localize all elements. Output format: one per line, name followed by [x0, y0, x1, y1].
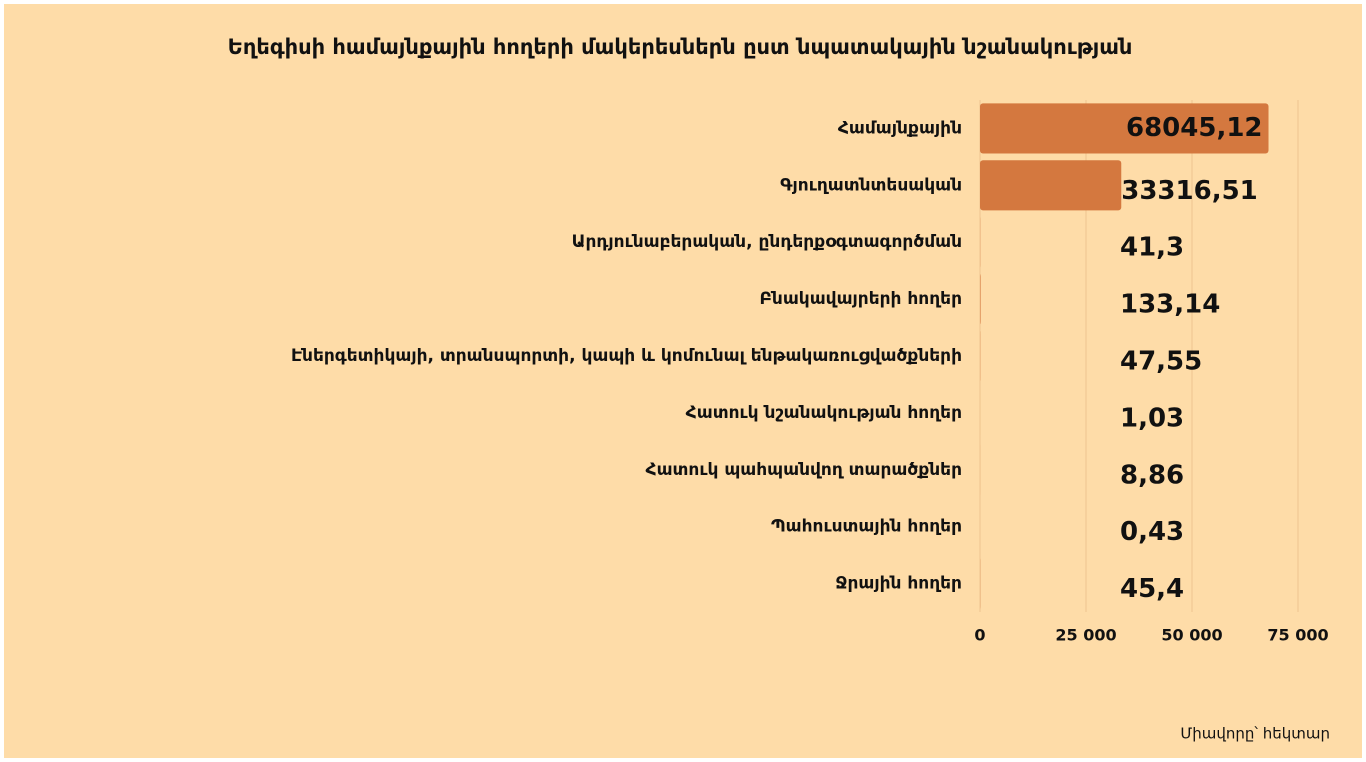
value-label: 45,4	[1120, 574, 1184, 604]
y-tick-label: Գյուղատնտեսական	[780, 175, 962, 195]
y-tick-label: Համայնքային	[838, 118, 962, 138]
y-tick-label: Ջրային հողեր	[835, 574, 962, 594]
value-label: 47,55	[1120, 347, 1202, 377]
value-label: 133,14	[1120, 290, 1220, 320]
bar	[980, 160, 1122, 211]
unit-note: Միավորը՝ հեկտար	[1180, 725, 1330, 743]
chart-title: Եղեգիսի համայնքային հողերի մակերեսներն ը…	[228, 35, 1133, 59]
value-label: 41,3	[1120, 233, 1184, 263]
value-label: 8,86	[1120, 460, 1184, 490]
y-tick-label: Հատուկ պահպանվող տարածքներ	[646, 460, 962, 480]
y-tick-label: Պահուստային հողեր	[771, 517, 962, 537]
bar	[980, 103, 1269, 154]
x-tick-label: 25 000	[1055, 626, 1116, 645]
y-tick-label: Հատուկ նշանակության հողեր	[686, 403, 962, 423]
y-tick-label: Արդյունաբերական, ընդերքօգտագործման	[572, 232, 962, 252]
value-label: 1,03	[1120, 403, 1184, 433]
y-tick-label: Էներգետիկայի, տրանսպորտի, կապի և կոմունա…	[291, 346, 962, 366]
x-tick-label: 75 000	[1267, 626, 1328, 645]
x-tick-label: 0	[974, 626, 985, 645]
x-tick-label: 50 000	[1161, 626, 1222, 645]
value-label: 0,43	[1120, 517, 1184, 547]
bar	[980, 274, 981, 325]
value-label: 33316,51	[1121, 176, 1258, 206]
y-tick-label: Բնակավայրերի հողեր	[760, 289, 962, 309]
value-label: 68045,12	[1126, 113, 1263, 143]
